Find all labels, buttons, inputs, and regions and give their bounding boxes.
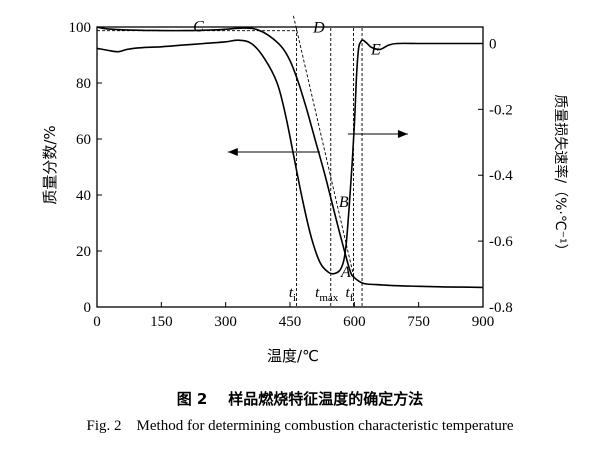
caption-cn-label: 图 2 bbox=[176, 390, 208, 408]
series-line-left-axis bbox=[96, 26, 484, 289]
y-right-tick-label: -0.6 bbox=[489, 234, 513, 250]
chart-series bbox=[96, 26, 484, 289]
chart-ticks: 0 150 300 450 600 750 900 0 20 40 60 80 100 0 -0.2 -0.4… bbox=[69, 20, 514, 330]
figure-caption-en: Fig. 2 Method for determining combustion… bbox=[0, 418, 600, 435]
x-tick-label: 450 bbox=[279, 314, 302, 330]
x-tick-label: 750 bbox=[407, 314, 430, 330]
plot-frame bbox=[96, 26, 484, 308]
x-tick-label: 600 bbox=[343, 314, 366, 330]
point-label: E bbox=[370, 42, 381, 59]
figure-caption-cn: 图 2 样品燃烧特征温度的确定方法 bbox=[0, 388, 600, 409]
y-left-tick-label: 0 bbox=[84, 300, 92, 316]
y-right-tick-label: -0.4 bbox=[489, 168, 513, 184]
caption-en-label: Fig. 2 bbox=[86, 418, 122, 434]
x-tick-label: 300 bbox=[214, 314, 237, 330]
marker-label: tmax bbox=[315, 285, 339, 304]
x-tick-label: 900 bbox=[472, 314, 495, 330]
y-axis-left-label: 质量分数/% bbox=[41, 125, 59, 204]
y-right-tick-label: -0.8 bbox=[489, 300, 513, 316]
point-label: B bbox=[339, 194, 349, 211]
y-left-tick-label: 100 bbox=[69, 20, 92, 36]
y-left-tick-label: 40 bbox=[76, 188, 91, 204]
point-label: D bbox=[312, 19, 325, 36]
x-tick-label: 0 bbox=[93, 314, 101, 330]
y-right-tick-label: -0.2 bbox=[489, 102, 513, 118]
point-label: A bbox=[340, 264, 351, 281]
chart-guide-lines bbox=[97, 15, 363, 307]
marker-label: ti bbox=[289, 285, 296, 304]
chart-axes bbox=[96, 26, 484, 308]
point-label: C bbox=[193, 19, 204, 36]
right-axis-arrow-head bbox=[397, 130, 408, 138]
caption-en-text: Method for determining combustion charac… bbox=[136, 418, 514, 434]
left-axis-arrow-head bbox=[227, 148, 238, 156]
y-left-tick-label: 20 bbox=[76, 244, 91, 260]
y-left-tick-label: 60 bbox=[76, 132, 91, 148]
series-line-right-axis bbox=[96, 39, 483, 275]
marker-label: tf bbox=[346, 285, 354, 304]
tangent-dashed-line bbox=[292, 15, 355, 280]
x-tick-label: 150 bbox=[150, 314, 173, 330]
y-left-tick-label: 80 bbox=[76, 76, 91, 92]
x-axis-label: 温度/℃ bbox=[267, 347, 319, 365]
caption-cn-text: 样品燃烧特征温度的确定方法 bbox=[228, 390, 424, 408]
axis-pointer-arrows bbox=[227, 130, 408, 156]
y-right-tick-label: 0 bbox=[489, 36, 497, 52]
y-axis-right-label: 质量损失速率/（%·℃⁻¹） bbox=[552, 94, 569, 257]
